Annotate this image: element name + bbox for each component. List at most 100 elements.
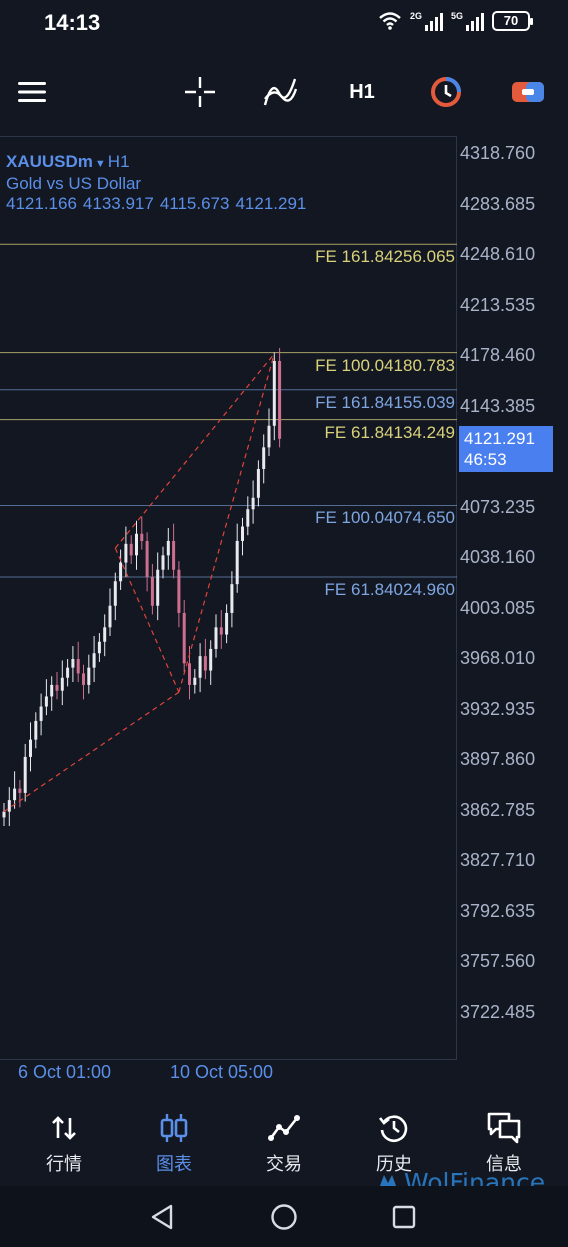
price-scale-label: 4073.235: [460, 496, 536, 517]
price-scale-label: 4178.460: [460, 345, 536, 365]
ohlc-low: 4115.673: [159, 194, 230, 213]
quotes-icon: [52, 1116, 76, 1140]
candle: [140, 516, 144, 550]
candle: [103, 614, 107, 657]
price-scale-label: 4318.760: [460, 143, 536, 163]
system-nav-bar: [0, 1186, 568, 1247]
candle: [135, 520, 138, 570]
candle: [18, 779, 22, 808]
candle: [177, 561, 181, 628]
candle: [34, 712, 38, 749]
chart-area[interactable]: XAUUSDm ▼ H1 Gold vs US Dollar 4121.166 41…: [0, 136, 568, 1096]
candle: [39, 693, 43, 736]
signal-icon: 5G: [451, 11, 484, 31]
nav-quotes[interactable]: 行情: [24, 1108, 104, 1178]
ohlc-high: 4133.917: [82, 194, 154, 213]
candle: [76, 641, 80, 683]
nav-history[interactable]: 历史: [354, 1108, 434, 1178]
candle: [113, 572, 117, 621]
candle: [7, 787, 11, 827]
system-back-button[interactable]: [142, 1200, 182, 1234]
candle: [119, 549, 123, 590]
nav-trade[interactable]: 交易: [244, 1108, 324, 1178]
fe-level-label: FE 161.84256.065: [315, 247, 455, 267]
time-label: 10 Oct 05:00: [170, 1062, 274, 1082]
price-scale-label: 4003.085: [460, 597, 536, 618]
chart-symbol[interactable]: XAUUSDm: [6, 152, 93, 171]
candle: [225, 604, 229, 644]
candle: [129, 535, 133, 564]
bottom-nav: 行情 图表 交易: [0, 1100, 568, 1186]
chart-timeframe: H1: [107, 152, 130, 171]
price-scale-label: 4143.385: [460, 395, 536, 416]
candle: [262, 434, 266, 484]
status-time: 14:13: [44, 10, 101, 35]
candle: [172, 523, 176, 579]
candle: [214, 614, 218, 658]
fe-level-label: FE 61.84024.960: [324, 580, 455, 599]
system-recents-button[interactable]: [384, 1200, 424, 1234]
timeframe-button[interactable]: H1: [349, 80, 375, 103]
price-scale-label: 3827.710: [460, 850, 536, 870]
candle: [182, 599, 186, 672]
candle: [145, 532, 149, 592]
ohlc-open: 4121.166: [6, 194, 77, 213]
candle: [29, 722, 32, 772]
fibo-expansion-trendline[interactable]: [178, 353, 275, 693]
candle: [161, 546, 165, 579]
price-scale-label: 4213.535: [460, 294, 536, 315]
candle: [251, 480, 255, 524]
time-label: 6 Oct 01:00: [18, 1062, 112, 1082]
candle: [198, 643, 202, 693]
price-scale-label: 3757.560: [460, 951, 536, 971]
fibo-expansion-trendline[interactable]: [114, 353, 275, 549]
fe-level-label: FE 61.84134.249: [324, 422, 455, 442]
crosshair-icon: [185, 77, 215, 107]
nav-label: 交易: [266, 1154, 302, 1174]
indicators-button[interactable]: [260, 60, 300, 124]
price-scale-label: 3932.935: [460, 698, 536, 719]
nav-label: 行情: [46, 1154, 82, 1174]
trade-icon: [268, 1115, 300, 1141]
network-type-1: 2G: [409, 11, 422, 21]
candle: [44, 679, 48, 716]
chart-info: XAUUSDm ▼ H1 Gold vs US Dollar 4121.166 41…: [6, 152, 306, 214]
symbol-caret-icon: ▼: [94, 158, 106, 170]
candle: [124, 526, 128, 577]
price-scale-label: 3722.485: [460, 1001, 536, 1022]
candle: [13, 771, 17, 809]
current-price: 4121.291: [464, 429, 535, 448]
battery-icon: 70: [492, 11, 533, 31]
nav-messages[interactable]: 信息: [464, 1108, 544, 1178]
menu-icon: [18, 82, 46, 102]
menu-button[interactable]: [12, 60, 52, 124]
candle: [108, 588, 112, 636]
objects-button[interactable]: [506, 60, 550, 124]
candle: [150, 563, 154, 615]
price-scale-label: 3792.635: [460, 900, 536, 921]
status-bar: 14:13 2G 5G 70: [0, 0, 568, 46]
chart-toolbar: H1: [0, 60, 568, 124]
candle: [92, 635, 96, 683]
candle: [256, 460, 260, 507]
current-price-tag: 4121.291 46:53: [459, 426, 553, 472]
candle: [267, 408, 271, 457]
system-home-button[interactable]: [264, 1200, 304, 1234]
price-scale-label: 4248.610: [460, 244, 536, 264]
crosshair-button[interactable]: [180, 60, 220, 124]
bar-countdown: 46:53: [464, 450, 507, 469]
candle: [209, 640, 213, 685]
price-scale-label: 4283.685: [460, 193, 536, 214]
candle: [2, 802, 6, 827]
price-chart[interactable]: [0, 136, 457, 1060]
nav-chart[interactable]: 图表: [134, 1108, 214, 1178]
recents-square-icon: [392, 1205, 416, 1229]
signal-icon: 2G: [410, 11, 443, 31]
candle: [278, 348, 282, 448]
objects-icon: [512, 82, 544, 102]
chart-style-button[interactable]: [424, 60, 468, 124]
back-triangle-icon: [151, 1204, 173, 1230]
candle: [241, 517, 244, 556]
candle: [87, 654, 91, 694]
price-scale-label: 3968.010: [460, 648, 536, 668]
